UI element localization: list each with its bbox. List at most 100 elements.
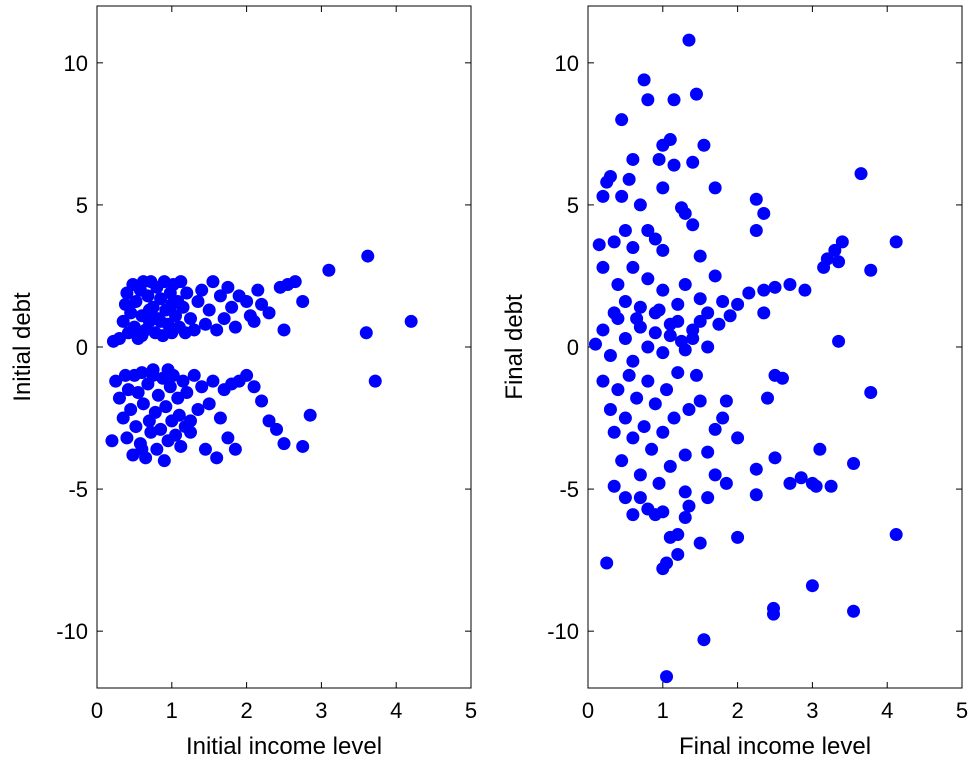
right-data-point [864, 263, 878, 277]
right-data-point [648, 326, 662, 340]
left-data-point [159, 400, 173, 414]
left-data-point [195, 283, 209, 297]
left-data-point [288, 275, 302, 289]
right-data-point [686, 218, 700, 232]
left-data-point [277, 437, 291, 451]
right-data-point [607, 479, 621, 493]
right-data-point [656, 283, 670, 297]
right-data-point [701, 306, 715, 320]
right-data-point [675, 334, 688, 348]
right-data-point [618, 331, 632, 345]
left-data-point [176, 300, 190, 314]
left-data-point [124, 306, 138, 320]
left-data-point [303, 408, 317, 422]
right-data-point [656, 425, 670, 439]
right-data-point [854, 167, 868, 181]
right-data-point [667, 158, 681, 172]
left-data-point [262, 414, 276, 428]
left-data-point [251, 283, 265, 297]
left-data-point [154, 292, 168, 306]
right-data-point [686, 331, 700, 345]
right-data-point [641, 374, 655, 388]
right-data-point [832, 255, 846, 269]
left-scatter-panel: 0 1 2 3 4 5 -10 -5 0 5 10 Initial income level Initi… [9, 5, 477, 760]
left-data-point [210, 451, 224, 465]
right-data-point [697, 633, 711, 647]
right-data-point [783, 476, 797, 490]
left-data-point [131, 385, 145, 399]
left-data-point [195, 380, 209, 394]
left-data-point [135, 442, 149, 456]
left-ytick-label: 5 [76, 193, 88, 218]
right-data-point [689, 87, 703, 101]
left-xaxis-label: Initial income level [186, 733, 382, 760]
left-data-point [213, 289, 227, 303]
left-data-point [174, 275, 188, 289]
right-data-point [678, 511, 692, 524]
right-data-point [641, 93, 655, 107]
left-data-point [296, 439, 310, 453]
right-data-point [667, 93, 681, 107]
right-scatter-panel: 0 1 2 3 4 5 -10 -5 0 5 10 Final income level Final d… [501, 5, 968, 760]
left-xtick-label: 1 [166, 698, 178, 723]
right-data-point [832, 334, 846, 348]
left-data-point [228, 442, 242, 456]
right-data-point [798, 283, 812, 297]
right-data-point [809, 479, 823, 493]
right-data-point [749, 488, 763, 502]
left-data-point [136, 397, 150, 411]
right-data-point [618, 491, 632, 505]
right-xtick-label: 4 [881, 698, 893, 723]
left-data-point [148, 405, 162, 419]
right-data-point [641, 340, 655, 354]
left-data-point [174, 439, 188, 453]
right-data-point [663, 329, 677, 343]
right-data-point [712, 317, 726, 331]
right-data-point [633, 468, 647, 482]
right-data-point [633, 300, 647, 314]
left-data-point [247, 314, 261, 328]
left-data-point [240, 368, 254, 382]
right-data-point [648, 397, 662, 411]
right-data-point [847, 457, 861, 471]
right-data-point [697, 138, 711, 152]
left-data-point [169, 428, 183, 442]
left-data-point [169, 309, 183, 323]
left-xtick-label: 3 [315, 698, 327, 723]
right-data-point [596, 374, 610, 388]
right-data-point [652, 303, 666, 317]
right-data-point [660, 670, 674, 684]
left-ytick-label: -5 [68, 477, 88, 502]
left-data-point [206, 275, 220, 289]
right-data-point [828, 243, 842, 257]
left-data-point [180, 385, 194, 399]
right-data-point [618, 223, 632, 237]
left-data-point [142, 303, 156, 317]
right-data-point [596, 260, 610, 274]
right-ytick-label: 0 [567, 335, 579, 360]
right-points [588, 33, 903, 684]
right-data-point [701, 491, 715, 505]
left-data-point [172, 408, 186, 422]
left-data-point [368, 374, 382, 388]
left-data-point [210, 323, 224, 337]
right-data-point [626, 260, 640, 274]
left-data-point [129, 420, 143, 434]
left-data-point [184, 414, 197, 428]
right-data-point [622, 172, 636, 186]
left-data-point [198, 317, 212, 331]
left-xtick-label: 2 [240, 698, 252, 723]
right-data-point [761, 391, 775, 405]
left-data-point [124, 403, 138, 417]
left-data-point [361, 249, 375, 263]
left-data-point [184, 425, 197, 439]
right-data-point [611, 383, 625, 397]
right-data-point [708, 468, 722, 482]
right-data-point [749, 192, 763, 206]
right-xtick-label: 5 [956, 698, 968, 723]
left-data-point [359, 326, 373, 340]
right-data-point [682, 499, 696, 513]
left-data-point [116, 411, 130, 425]
right-data-point [626, 152, 640, 166]
left-data-point [135, 366, 149, 380]
